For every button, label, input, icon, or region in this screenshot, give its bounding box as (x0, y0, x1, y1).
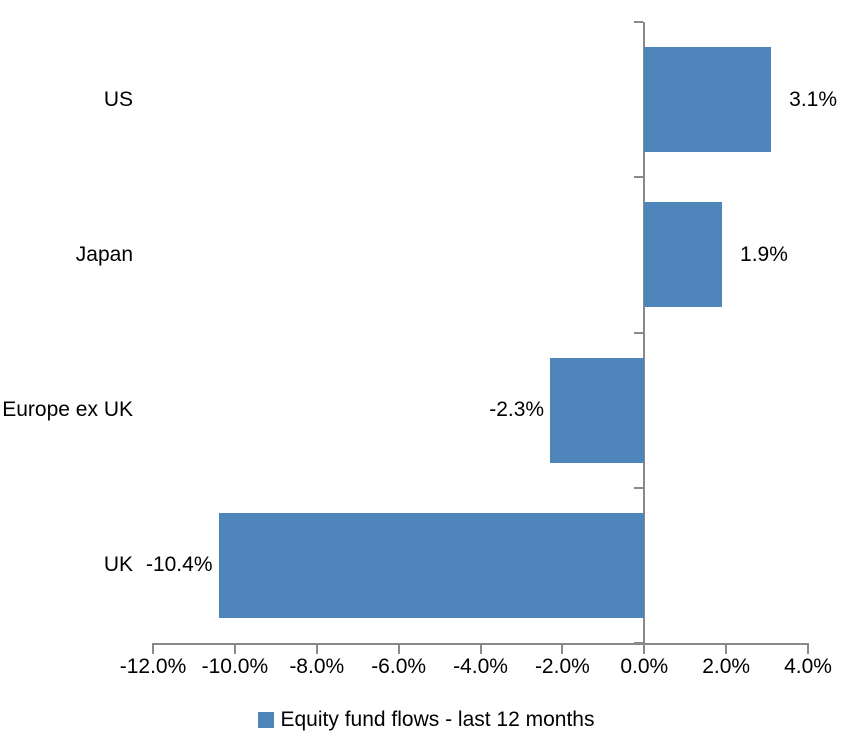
x-axis-tick (561, 643, 564, 654)
bar-europe-ex-uk (550, 358, 645, 463)
x-tick-label: -8.0% (289, 655, 345, 678)
x-tick-label: 0.0% (620, 655, 669, 678)
bar-uk (218, 513, 645, 618)
x-tick-label: -10.0% (201, 655, 269, 678)
zero-axis-line (643, 22, 646, 654)
x-axis-tick (807, 643, 809, 654)
x-axis-tick (152, 643, 154, 654)
x-tick-label: 4.0% (784, 655, 832, 678)
value-label-us: 3.1% (789, 88, 838, 111)
category-axis-tick (634, 21, 644, 23)
x-axis-tick (479, 643, 482, 654)
legend: Equity fund flows - last 12 months (0, 706, 852, 734)
x-axis-tick (643, 643, 646, 654)
value-label-uk: -10.4% (145, 553, 213, 576)
x-tick-label: -12.0% (119, 655, 187, 678)
x-axis-tick (315, 643, 318, 654)
bar-japan (644, 202, 723, 307)
legend-swatch-icon (257, 712, 274, 728)
category-axis-tick (634, 331, 644, 334)
value-label-japan: 1.9% (740, 243, 788, 266)
category-label-uk: UK (103, 553, 133, 576)
legend-label: Equity fund flows - last 12 months (280, 708, 595, 731)
x-axis-tick (725, 643, 728, 654)
category-label-us: US (103, 88, 133, 111)
bar-us (644, 47, 772, 152)
category-axis-tick (634, 486, 644, 489)
category-axis-tick (634, 176, 644, 179)
x-axis-tick (397, 643, 400, 654)
category-axis-tick (634, 642, 644, 644)
x-axis-tick (233, 643, 236, 654)
value-label-europe-ex-uk: -2.3% (489, 398, 545, 421)
category-label-europe-ex-uk: Europe ex UK (2, 398, 133, 421)
x-tick-label: 2.0% (702, 655, 751, 678)
category-label-japan: Japan (75, 243, 133, 266)
x-tick-label: -2.0% (534, 655, 590, 678)
x-tick-label: -6.0% (371, 655, 427, 678)
x-tick-label: -4.0% (453, 655, 508, 678)
